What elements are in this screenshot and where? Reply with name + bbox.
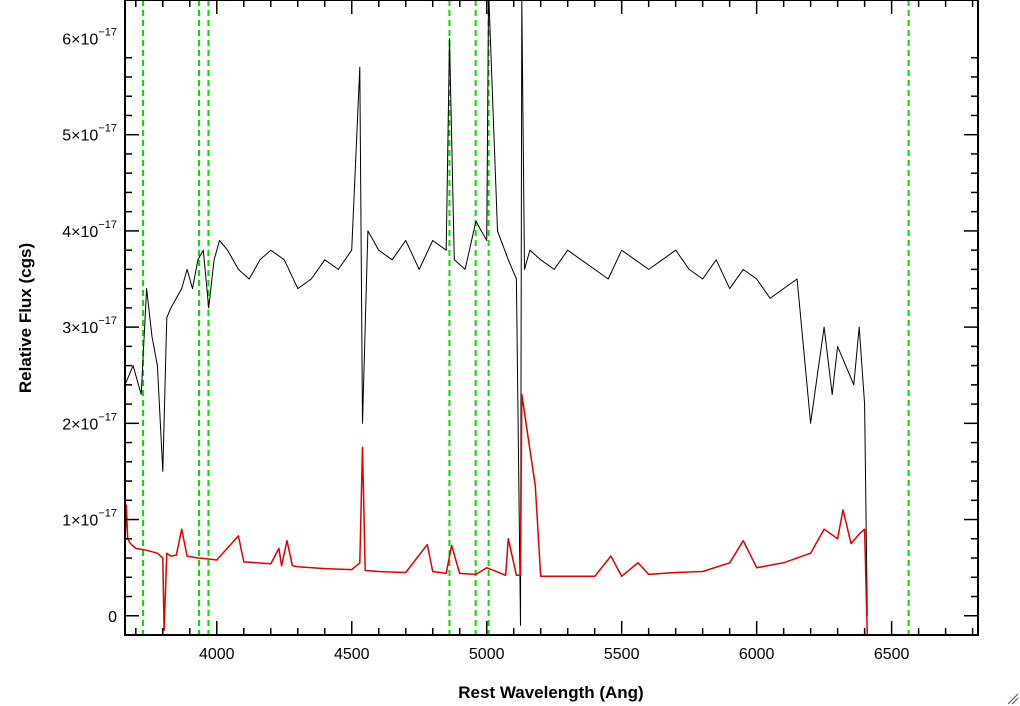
- y-tick-label: 6×10−17: [62, 26, 117, 48]
- error-series-line: [124, 393, 978, 636]
- plot-frame: [124, 0, 979, 636]
- x-axis-ticks: 4000 4500 5000 5500 6000 6500: [135, 0, 974, 663]
- x-tick-label: 5000: [469, 646, 505, 663]
- y-tick-label: 5×10−17: [62, 123, 117, 145]
- y-axis-title: Relative Flux (cgs): [16, 243, 35, 393]
- x-tick-label: 6500: [874, 646, 910, 663]
- x-tick-label: 4000: [199, 646, 235, 663]
- x-tick-label: 6000: [739, 646, 775, 663]
- y-tick-label: 3×10−17: [62, 315, 117, 337]
- x-tick-label: 4500: [334, 646, 370, 663]
- y-tick-label: 4×10−17: [62, 219, 117, 241]
- x-tick-label: 5500: [604, 646, 640, 663]
- y-tick-label: 1×10−17: [62, 508, 117, 530]
- y-axis-ticks: 0 1×10−17 2×10−17 3×10−17 4×10−17 5×10−17 6×10…: [62, 26, 978, 626]
- y-tick-label: 2×10−17: [62, 411, 117, 433]
- y-tick-label: 0: [108, 609, 117, 626]
- x-axis-title: Rest Wavelength (Ang): [458, 683, 643, 702]
- resize-grip-icon: [1007, 693, 1019, 705]
- flux-series-line: [124, 0, 868, 626]
- spectrum-series: [124, 0, 978, 636]
- emission-line-markers: [142, 0, 910, 635]
